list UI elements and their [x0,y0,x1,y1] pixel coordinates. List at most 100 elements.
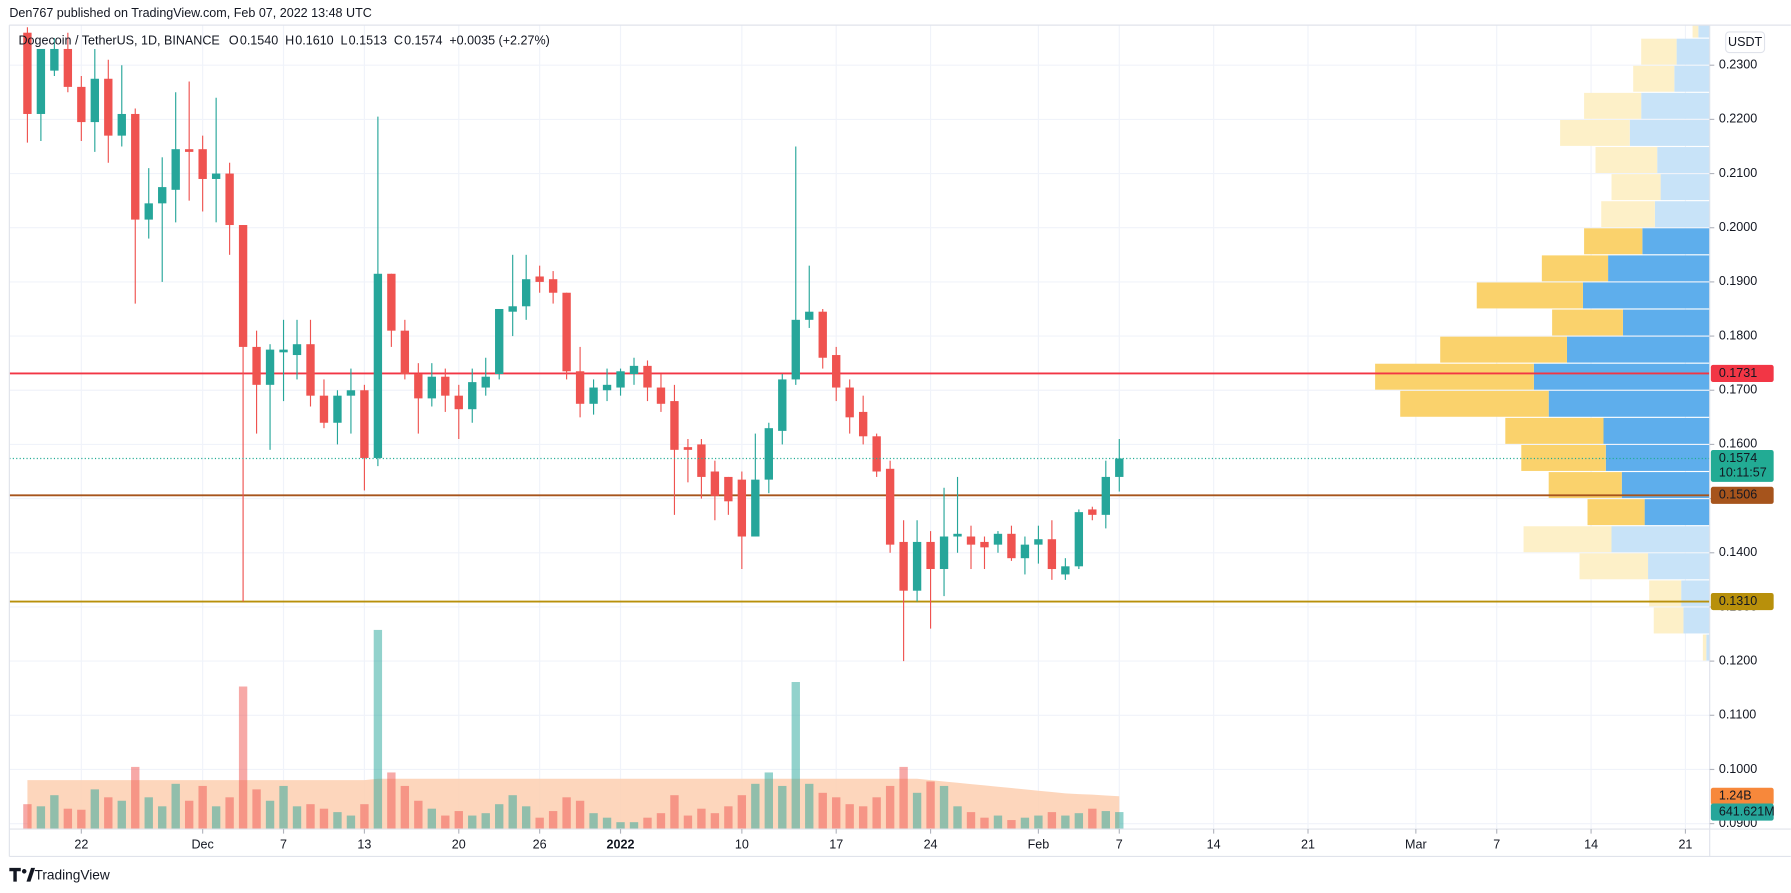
x-tick-label: 14 [1207,837,1221,851]
volume-bar [373,629,383,830]
y-tick-label: 0.1100 [1719,708,1756,722]
profile-up [1601,201,1655,228]
profile-up [1702,634,1707,661]
candle-body [616,371,625,388]
candle-body [387,273,396,331]
candle-body [602,384,612,391]
volume-bar [966,812,976,830]
profile-down [1641,92,1710,119]
candle-body [346,390,356,396]
volume-bar [778,785,787,830]
profile-up [1560,119,1630,146]
volume-label: 641.621M [1719,804,1775,818]
volume-ma-label: 1.24B [1719,789,1752,803]
volume-bar [845,804,854,830]
volume-bar [346,815,356,830]
volume-bar [710,813,720,830]
volume-bar [265,800,275,830]
x-tick-label: Dec [191,837,213,851]
profile-up [1584,92,1642,119]
volume-bar [751,783,760,830]
volume-bar [562,797,571,830]
profile-up [1633,65,1675,92]
volume-bar [158,806,167,830]
profile-down [1629,119,1710,146]
volume-bar [737,795,747,830]
volume-bar [656,813,666,830]
volume-bar [602,817,612,830]
volume-bar [670,795,679,830]
profile-down [1582,282,1710,309]
candle-body [872,436,881,472]
profile-up [1440,336,1567,363]
volume-bar [643,817,652,830]
candle-body [575,371,585,404]
candle-body [171,149,180,190]
plot-area [9,25,1710,830]
candle-body [441,376,450,396]
volume-bar [1047,812,1057,830]
profile-up [1584,228,1643,255]
y-tick-label: 0.1900 [1719,274,1757,288]
candle-body [548,279,558,293]
volume-bar [360,804,369,830]
candle-body [23,32,32,114]
profile-down [1698,25,1710,38]
logo-mark [9,867,21,882]
volume-bar [238,686,248,830]
currency[interactable]: USDT [1728,35,1762,49]
y-tick-label: 0.2100 [1719,166,1757,180]
legend: Dogecoin / TetherUS, 1D, BINANCE O 0.1540… [18,33,549,47]
volume-bar [441,815,450,830]
level-label: 0.1310 [1719,594,1757,608]
profile-down [1566,336,1710,363]
candle-body [400,330,410,374]
candle-body [1074,512,1084,567]
candle-body [926,541,935,570]
volume-bar [589,813,598,830]
logo-slash [26,867,36,882]
volume-bar [1115,812,1124,830]
profile-up [1611,174,1661,201]
profile-down [1603,417,1710,444]
volume-bar [184,800,194,830]
candle-body [252,346,261,385]
candle-body [1101,476,1110,515]
legend-change: +0.0035 (+2.27%) [449,33,549,47]
x-tick-label: 2022 [607,837,635,851]
candle-body [737,479,747,537]
volume-bar [292,806,302,830]
x-tick-label: 10 [735,837,749,851]
profile-down [1642,228,1710,255]
currency-box[interactable] [1725,31,1766,54]
axes: 0.09000.10000.11000.12000.13000.14000.15… [8,24,1791,858]
volume-bar [980,817,989,830]
profile-down [1657,147,1710,173]
profile-down [1706,634,1710,661]
candle-body [521,279,531,307]
volume-bar [225,797,234,830]
y-tick-label: 0.2000 [1719,220,1757,234]
volume-bar [1101,811,1110,830]
profile-up [1541,255,1609,282]
candle-body [468,382,477,410]
candle-body [805,311,814,320]
candle-body [158,187,167,204]
volume-bar [548,811,558,830]
last-price-label: 0.1574 [1719,451,1757,465]
candle-body [292,344,302,356]
profile-up [1476,282,1583,309]
legend-key: L [341,33,348,47]
candle-body [980,541,989,548]
profile-down [1611,526,1710,553]
profile-up [1552,309,1623,336]
volume-bar [697,808,706,830]
x-tick-label: Feb [1028,837,1050,851]
legend-value: 0.1610 [295,33,333,47]
candle-body [279,349,288,353]
candle-body [77,86,86,123]
candle-body [697,444,706,477]
